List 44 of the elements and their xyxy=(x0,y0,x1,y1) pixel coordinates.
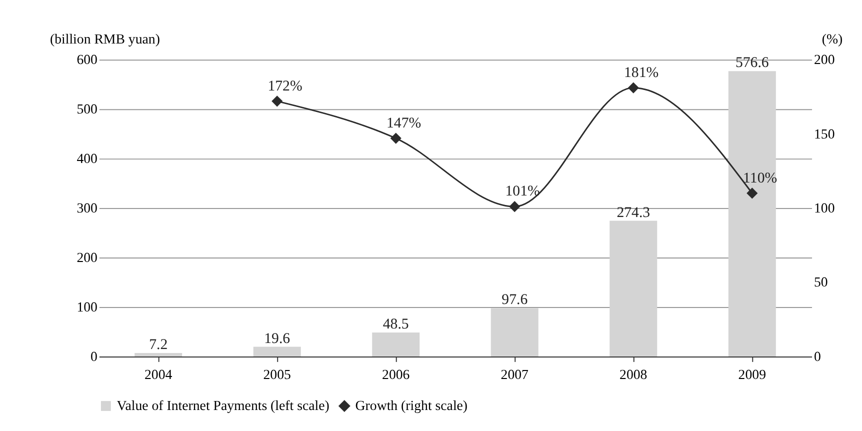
x-tick-label: 2005 xyxy=(263,366,292,382)
bar xyxy=(610,220,658,356)
data-label: 181% xyxy=(624,64,659,81)
point xyxy=(272,96,282,106)
data-label: 274.3 xyxy=(616,204,650,221)
y-tick-label: 300 xyxy=(76,200,98,216)
legend-label: Growth (right scale) xyxy=(355,398,468,413)
y-tick-label: 200 xyxy=(76,250,98,265)
x-tick-label: 2008 xyxy=(620,366,648,382)
data-label: 110% xyxy=(743,170,778,186)
data-label: 7.2 xyxy=(149,336,168,353)
y2-tick-label: 200 xyxy=(814,52,835,68)
data-label: 101% xyxy=(505,184,540,200)
point xyxy=(390,133,401,144)
data-label: 147% xyxy=(386,115,422,132)
data-label: 172% xyxy=(268,78,302,94)
y-tick-label: 600 xyxy=(76,52,98,68)
bar xyxy=(490,308,538,356)
x-tick-label: 2004 xyxy=(144,366,172,382)
y2-tick-label: 50 xyxy=(814,274,828,290)
x-tick-label: 2009 xyxy=(738,366,766,382)
y2-tick-label: 0 xyxy=(814,348,821,364)
data-label: 48.5 xyxy=(382,316,409,333)
y2-axis-title: (%) xyxy=(822,31,843,46)
y-axis-title: (billion RMB yuan) xyxy=(50,31,160,46)
y2-tick-label: 150 xyxy=(814,126,835,142)
bar xyxy=(253,346,301,356)
x-tick-label: 2007 xyxy=(500,366,529,382)
point xyxy=(509,201,520,212)
bar xyxy=(372,332,420,356)
data-label: 97.6 xyxy=(502,292,528,308)
y-tick-label: 500 xyxy=(76,102,98,117)
y2-tick-label: 100 xyxy=(814,200,835,216)
bar xyxy=(728,71,776,356)
bar xyxy=(134,352,182,356)
point xyxy=(628,82,639,93)
y-tick-label: 400 xyxy=(76,151,98,166)
data-label: 576.6 xyxy=(735,55,769,72)
y-tick-label: 100 xyxy=(76,299,98,314)
legend-label: Value of Internet Payments (left scale) xyxy=(116,398,330,413)
x-tick-label: 2006 xyxy=(382,366,410,382)
point xyxy=(747,188,758,198)
y-tick-label: 0 xyxy=(90,348,98,364)
data-label: 19.6 xyxy=(264,330,290,347)
